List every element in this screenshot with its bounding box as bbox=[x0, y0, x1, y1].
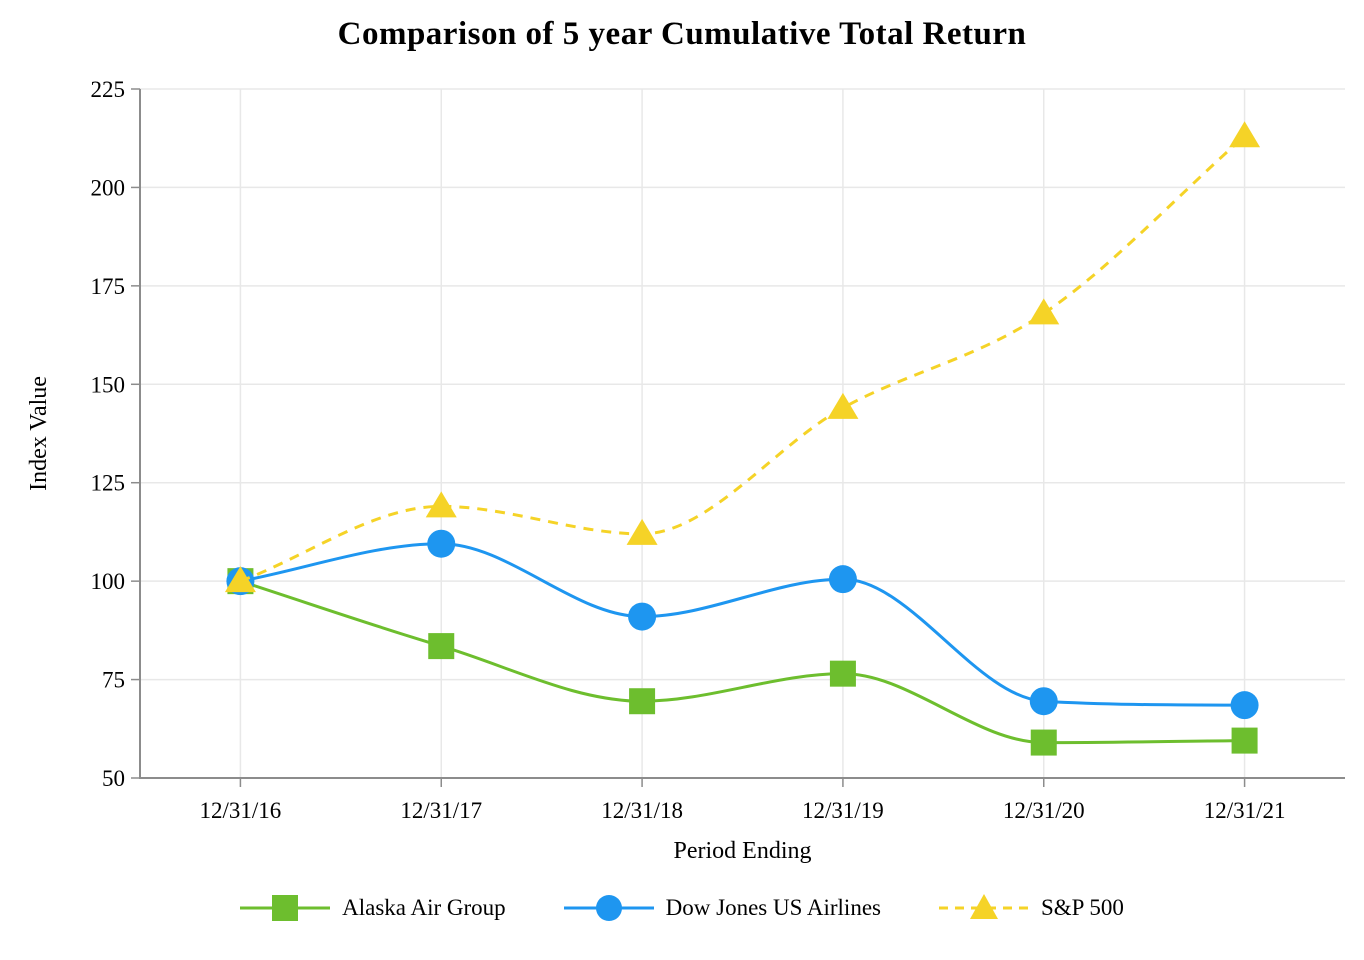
x-tick-label: 12/31/19 bbox=[802, 798, 884, 823]
chart-title: Comparison of 5 year Cumulative Total Re… bbox=[337, 16, 1027, 52]
marker-square-alaska-air-group bbox=[829, 660, 856, 687]
y-tick-label: 100 bbox=[91, 569, 126, 594]
marker-triangle-s-p-500 bbox=[827, 392, 859, 419]
y-tick-label: 50 bbox=[102, 766, 125, 791]
marker-circle-dow-jones-us-airlines bbox=[1230, 691, 1259, 720]
legend-item-alaska-air-group: Alaska Air Group bbox=[240, 892, 506, 924]
x-axis-title: Period Ending bbox=[674, 838, 812, 864]
y-axis-title: Index Value bbox=[26, 376, 52, 491]
series-line-alaska-air-group bbox=[239, 579, 1245, 745]
series-line-s-p-500 bbox=[239, 135, 1246, 583]
marker-square-alaska-air-group bbox=[428, 633, 455, 660]
x-tick-label: 12/31/16 bbox=[200, 798, 282, 823]
legend-marker-alaska-air-group bbox=[240, 895, 331, 921]
chart-legend: Alaska Air Group Dow Jones US Airlines S&P… bbox=[0, 892, 1364, 924]
y-tick-label: 75 bbox=[102, 668, 125, 693]
marker-triangle-s-p-500 bbox=[425, 491, 457, 518]
legend-marker-dow-jones-us-airlines bbox=[563, 895, 654, 921]
marker-circle-dow-jones-us-airlines bbox=[828, 565, 857, 594]
x-tick-label: 12/31/18 bbox=[601, 798, 683, 823]
line-chart-plot: 50 75 100 125 150 175 200 225 12/31/16 12/31/17 12… bbox=[26, 77, 1345, 864]
legend-label-alaska-air-group: Alaska Air Group bbox=[342, 895, 506, 920]
square-icon bbox=[272, 895, 299, 921]
x-tick-label: 12/31/20 bbox=[1003, 798, 1085, 823]
marker-square-alaska-air-group bbox=[629, 688, 656, 715]
marker-circle-dow-jones-us-airlines bbox=[1029, 687, 1058, 716]
y-tick-label: 175 bbox=[91, 274, 126, 299]
y-tick-label: 125 bbox=[91, 471, 126, 496]
marker-square-alaska-air-group bbox=[1231, 727, 1258, 754]
marker-triangle-s-p-500 bbox=[1229, 121, 1261, 148]
x-tick-label: 12/31/21 bbox=[1204, 798, 1286, 823]
marker-triangle-s-p-500 bbox=[626, 518, 658, 545]
legend-label-dow-jones-us-airlines: Dow Jones US Airlines bbox=[665, 895, 881, 920]
legend-marker-s-p-500 bbox=[938, 894, 1029, 919]
y-tick-label: 200 bbox=[91, 175, 126, 200]
x-tick-label: 12/31/17 bbox=[400, 798, 482, 823]
legend-label-s-p-500: S&P 500 bbox=[1040, 895, 1124, 920]
series-line-dow-jones-us-airlines bbox=[240, 542, 1245, 707]
legend-item-s-p-500: S&P 500 bbox=[938, 892, 1124, 924]
circle-icon bbox=[595, 895, 622, 921]
y-tick-label: 150 bbox=[91, 372, 126, 397]
marker-circle-dow-jones-us-airlines bbox=[628, 602, 657, 631]
y-tick-label: 225 bbox=[91, 77, 126, 102]
marker-triangle-s-p-500 bbox=[224, 566, 256, 593]
marker-triangle-s-p-500 bbox=[1028, 298, 1060, 325]
triangle-icon bbox=[969, 894, 998, 919]
marker-square-alaska-air-group bbox=[1030, 729, 1057, 756]
marker-circle-dow-jones-us-airlines bbox=[427, 529, 456, 558]
legend-item-dow-jones-us-airlines: Dow Jones US Airlines bbox=[563, 892, 881, 924]
